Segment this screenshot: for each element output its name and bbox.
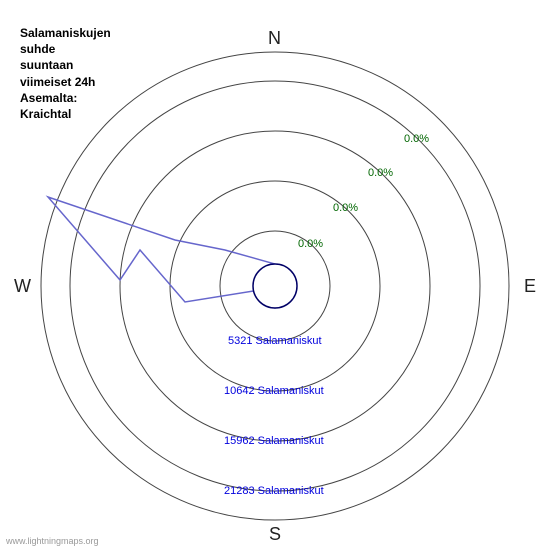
ring-count-2: 10642 Salamaniskut [224, 385, 324, 397]
ring-pct-4: 0.0% [404, 133, 429, 145]
footer-credit: www.lightningmaps.org [6, 536, 99, 546]
ring-count-4: 21283 Salamaniskut [224, 485, 324, 497]
chart-title: Salamaniskujen suhde suuntaan viimeiset … [20, 25, 111, 122]
compass-e: E [524, 276, 536, 297]
compass-n: N [268, 28, 281, 49]
inner-circle [253, 264, 297, 308]
compass-s: S [269, 524, 281, 545]
compass-w: W [14, 276, 31, 297]
ring-count-3: 15962 Salamaniskut [224, 435, 324, 447]
ring-pct-3: 0.0% [368, 167, 393, 179]
ring-count-1: 5321 Salamaniskut [228, 335, 322, 347]
ring-pct-2: 0.0% [333, 202, 358, 214]
ring-pct-1: 0.0% [298, 238, 323, 250]
